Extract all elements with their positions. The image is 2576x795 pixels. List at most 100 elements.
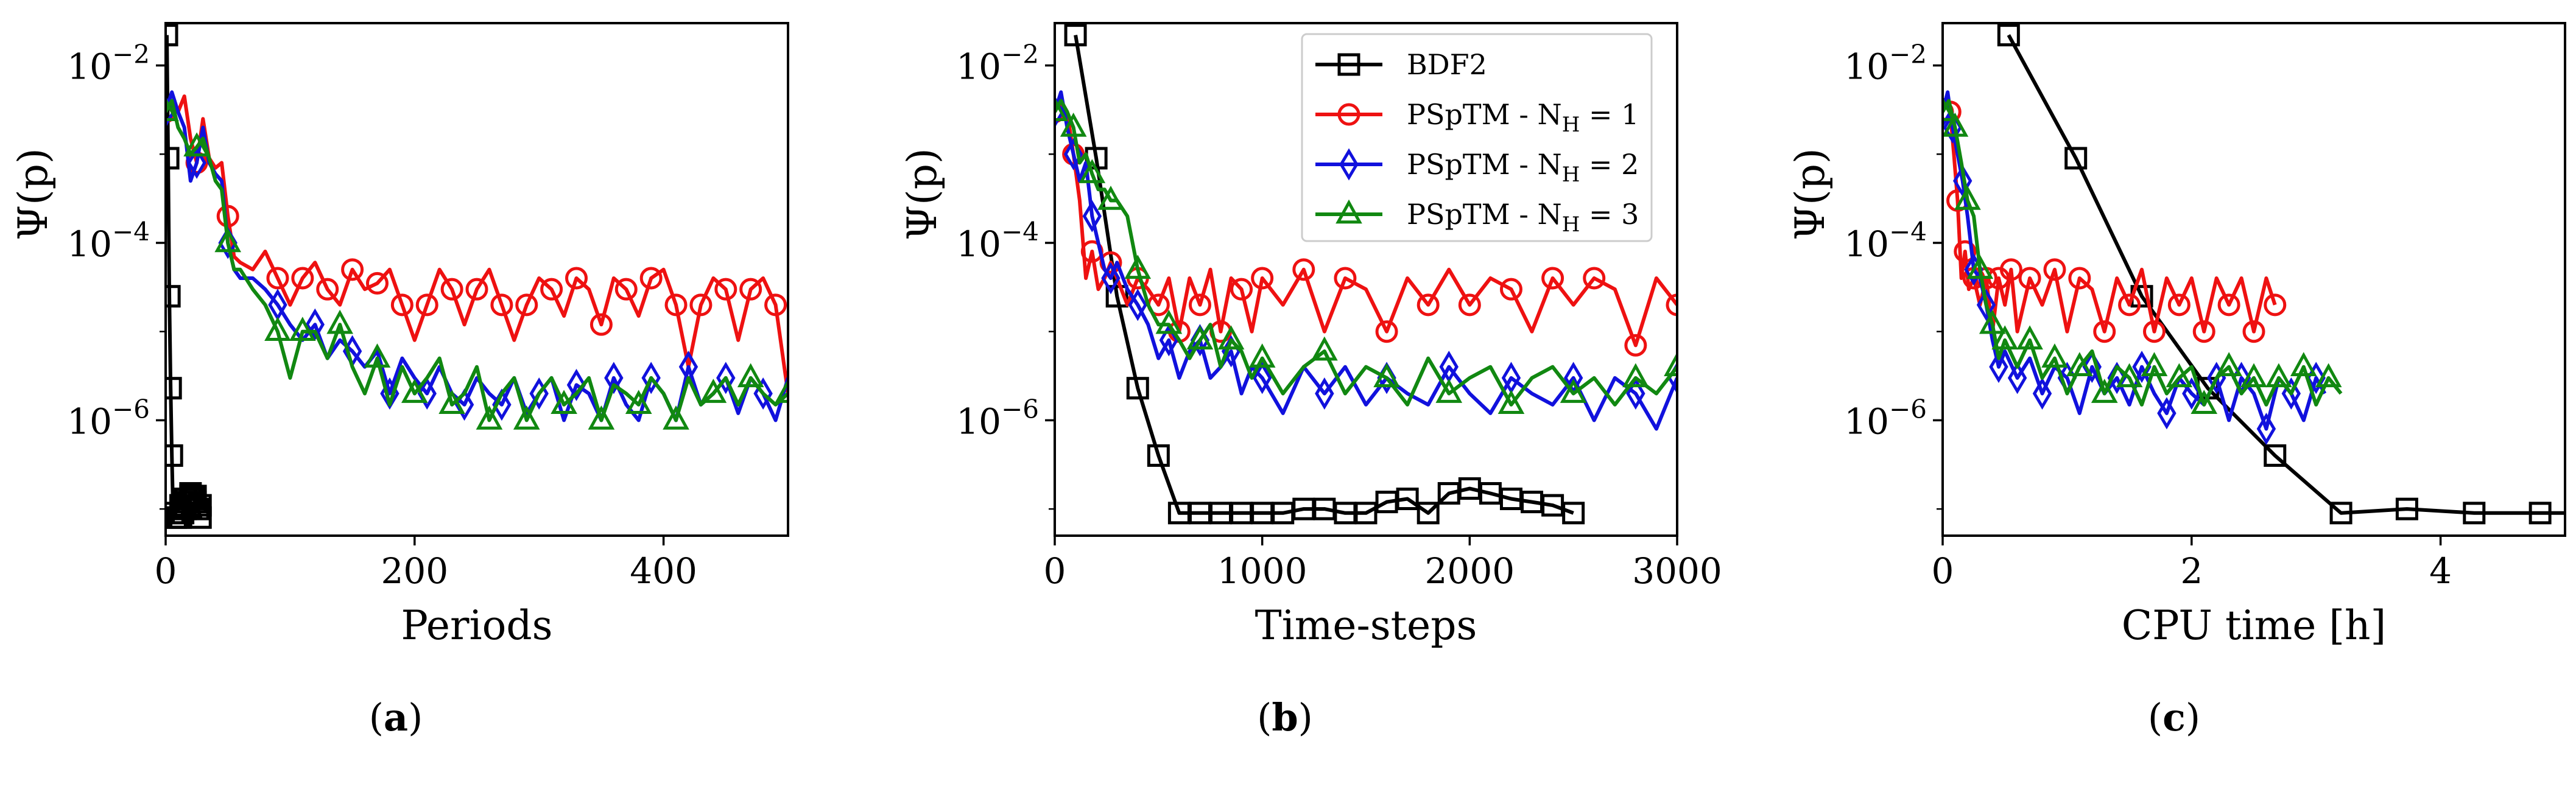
data-point-psptm3 xyxy=(1979,309,2006,334)
data-point-psptm3 xyxy=(264,317,291,341)
data-point-psptm2 xyxy=(2157,397,2177,430)
data-point-psptm3 xyxy=(2041,343,2068,368)
data-point-psptm1 xyxy=(2043,258,2066,281)
data-point-bdf2 xyxy=(166,377,182,400)
data-point-psptm1 xyxy=(1375,320,1398,343)
y-tick-label: 10−2 xyxy=(67,40,150,88)
y-tick-label: 10−4 xyxy=(956,217,1039,265)
data-point-psptm1 xyxy=(540,278,563,301)
x-tick-label: 4 xyxy=(2429,550,2452,592)
data-point-psptm1 xyxy=(1583,267,1606,290)
data-point-psptm1 xyxy=(2264,293,2287,317)
series-line-psptm1 xyxy=(1055,99,1677,348)
data-point-psptm3 xyxy=(476,405,503,430)
legend: BDF2 PSpTM - NH = 1 PSpTM - NH = 2 PSpTM - … xyxy=(1301,33,1653,242)
x-tick-label: 2000 xyxy=(1425,550,1515,592)
data-point-bdf2 xyxy=(1126,377,1149,400)
data-point-bdf2 xyxy=(1997,24,2020,47)
data-point-psptm1 xyxy=(764,293,787,317)
data-point-psptm2 xyxy=(1159,324,1179,357)
data-point-psptm2 xyxy=(716,362,736,394)
data-point-psptm2 xyxy=(1952,164,1972,197)
data-point-psptm1 xyxy=(1230,278,1253,301)
data-point-psptm2 xyxy=(2256,413,2276,446)
x-tick-label: 2 xyxy=(2180,550,2203,592)
data-point-psptm3 xyxy=(775,379,788,403)
data-point-psptm3 xyxy=(166,97,179,122)
data-point-bdf2 xyxy=(166,147,180,170)
series-psptm1 xyxy=(1055,99,1677,357)
data-point-psptm3 xyxy=(2240,363,2267,388)
data-point-bdf2 xyxy=(2329,502,2353,525)
data-point-psptm1 xyxy=(2192,320,2215,343)
data-point-psptm2 xyxy=(2007,362,2027,394)
data-point-bdf2 xyxy=(2264,444,2287,467)
data-point-psptm1 xyxy=(2018,267,2041,290)
axis-frame xyxy=(1941,22,2566,537)
series-line-psptm1 xyxy=(1943,99,2277,334)
data-point-psptm1 xyxy=(714,278,737,301)
data-point-bdf2 xyxy=(1147,444,1170,467)
data-point-psptm3 xyxy=(2166,363,2193,388)
series-bdf2 xyxy=(1064,24,1585,525)
y-axis-label: Ψ(p) xyxy=(899,148,946,240)
data-point-psptm1 xyxy=(739,278,762,301)
data-point-psptm2 xyxy=(492,388,512,421)
data-point-psptm2 xyxy=(1976,289,1996,321)
data-point-psptm3 xyxy=(2290,352,2317,376)
data-point-psptm1 xyxy=(2142,320,2166,343)
series-psptm1 xyxy=(1943,99,2287,343)
series-line-psptm2 xyxy=(1943,90,2327,431)
data-point-psptm3 xyxy=(289,317,316,341)
y-axis-label: Ψ(p) xyxy=(1787,148,1834,240)
data-point-psptm1 xyxy=(1292,258,1315,281)
data-point-psptm2 xyxy=(1626,377,1645,410)
legend-marker xyxy=(1337,103,1360,126)
data-point-psptm3 xyxy=(401,379,428,403)
y-tick-label: 10−2 xyxy=(956,40,1039,88)
series-line-bdf2 xyxy=(2007,34,2565,515)
data-point-psptm1 xyxy=(1954,240,1977,263)
data-point-bdf2 xyxy=(1562,502,1585,525)
data-point-psptm1 xyxy=(1334,267,1357,290)
data-point-psptm1 xyxy=(1251,267,1274,290)
data-point-psptm1 xyxy=(565,267,588,290)
data-point-psptm1 xyxy=(639,267,663,290)
data-point-psptm1 xyxy=(2118,293,2141,317)
data-point-bdf2 xyxy=(1416,502,1440,525)
data-point-psptm1 xyxy=(2242,320,2265,343)
data-point-psptm2 xyxy=(1101,262,1121,295)
data-point-psptm3 xyxy=(1622,363,1649,388)
x-tick-label: 0 xyxy=(1932,550,1954,592)
data-point-psptm2 xyxy=(1989,351,2008,383)
series-line-psptm3 xyxy=(1055,99,1677,407)
y-tick-label: 10−4 xyxy=(1844,217,1927,265)
data-point-psptm3 xyxy=(1248,343,1276,368)
data-point-psptm1 xyxy=(365,271,389,295)
data-point-psptm3 xyxy=(1497,390,1525,415)
data-point-psptm3 xyxy=(1373,363,1400,388)
data-point-psptm3 xyxy=(2066,352,2093,376)
data-point-psptm3 xyxy=(2116,363,2143,388)
axis-frame xyxy=(164,22,789,537)
data-point-psptm1 xyxy=(316,278,339,301)
data-point-bdf2 xyxy=(2395,497,2418,520)
data-point-psptm1 xyxy=(1099,251,1122,274)
data-point-psptm1 xyxy=(390,293,413,317)
data-point-psptm3 xyxy=(2141,352,2168,376)
data-point-psptm2 xyxy=(2032,377,2052,410)
data-point-psptm2 xyxy=(2132,351,2152,383)
data-point-bdf2 xyxy=(1396,488,1419,511)
data-point-psptm3 xyxy=(625,390,652,415)
data-point-psptm3 xyxy=(1664,352,1677,376)
data-point-psptm1 xyxy=(2093,320,2116,343)
data-point-psptm3 xyxy=(2265,363,2292,388)
legend-marker xyxy=(1339,148,1359,181)
panel-b: 0 1000 2000 3000 10−2 10−4 10−6 Time-steps Ψ(p) (… xyxy=(899,22,1722,740)
data-point-psptm1 xyxy=(589,313,613,336)
data-point-psptm1 xyxy=(1062,142,1085,166)
panel-caption: (a) xyxy=(369,695,423,740)
data-point-psptm1 xyxy=(291,267,314,290)
